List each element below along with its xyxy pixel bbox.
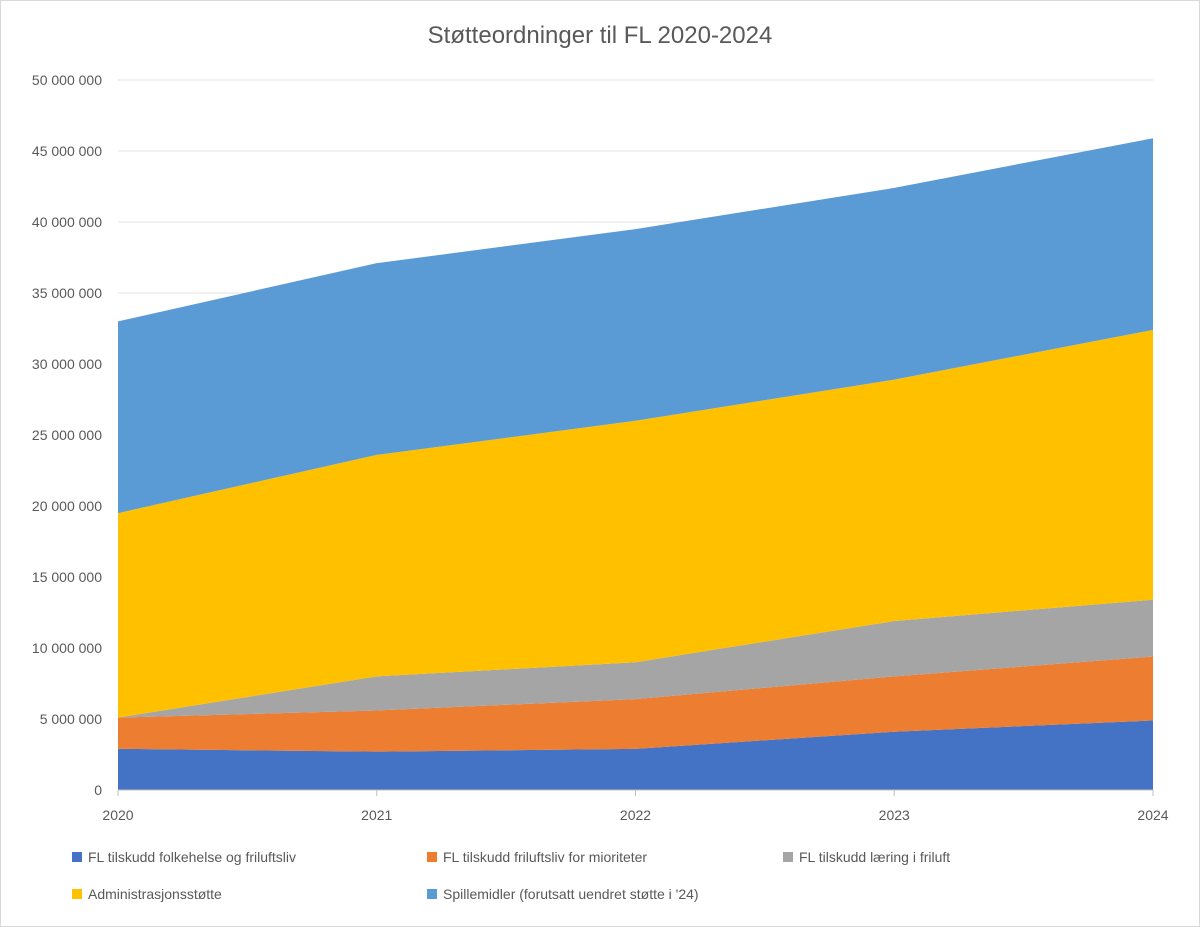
x-tick-label: 2021 xyxy=(361,807,392,823)
y-axis-ticks: 0 5 000 000 10 000 000 15 000 000 20 000 000… xyxy=(32,72,102,798)
y-tick-label: 40 000 000 xyxy=(32,214,102,230)
area-series-4 xyxy=(118,329,1153,718)
legend-item: FL tilskudd friluftsliv for mioriteter xyxy=(427,849,647,865)
legend-item: FL tilskudd folkehelse og friluftsliv xyxy=(72,849,296,865)
area-series-1 xyxy=(118,720,1153,790)
y-tick-label: 10 000 000 xyxy=(32,640,102,656)
y-tick-label: 30 000 000 xyxy=(32,356,102,372)
legend-label: FL tilskudd folkehelse og friluftsliv xyxy=(88,849,297,865)
x-tick-label: 2024 xyxy=(1137,807,1168,823)
y-tick-label: 35 000 000 xyxy=(32,285,102,301)
legend-item: FL tilskudd læring i friluft xyxy=(783,849,950,865)
legend-swatch xyxy=(427,852,437,862)
area-series-3 xyxy=(118,599,1153,718)
y-tick-label: 0 xyxy=(94,782,102,798)
y-tick-label: 20 000 000 xyxy=(32,498,102,514)
legend-item: Administrasjonsstøtte xyxy=(72,886,222,902)
legend-swatch xyxy=(783,852,793,862)
legend-label: FL tilskudd læring i friluft xyxy=(799,849,951,865)
y-tick-label: 15 000 000 xyxy=(32,569,102,585)
legend-swatch xyxy=(427,889,437,899)
area-series-5 xyxy=(118,138,1153,514)
y-tick-label: 45 000 000 xyxy=(32,143,102,159)
legend-label: FL tilskudd friluftsliv for mioriteter xyxy=(443,849,648,865)
y-tick-label: 25 000 000 xyxy=(32,427,102,443)
legend-label: Administrasjonsstøtte xyxy=(88,886,222,902)
legend-swatch xyxy=(72,889,82,899)
x-tick-label: 2023 xyxy=(879,807,910,823)
legend-label: Spillemidler (forutsatt uendret støtte i… xyxy=(443,886,699,902)
area-series-2 xyxy=(118,656,1153,752)
y-tick-label: 5 000 000 xyxy=(40,711,102,727)
legend-swatch xyxy=(72,852,82,862)
legend-item: Spillemidler (forutsatt uendret støtte i… xyxy=(427,886,699,902)
x-tick-label: 2022 xyxy=(620,807,651,823)
chart-title: Støtteordninger til FL 2020-2024 xyxy=(427,22,773,49)
y-tick-label: 50 000 000 xyxy=(32,72,102,88)
x-axis-ticks: 2020 2021 2022 2023 2024 xyxy=(102,790,1169,823)
area-series-group xyxy=(118,138,1153,790)
x-tick-label: 2020 xyxy=(102,807,133,823)
